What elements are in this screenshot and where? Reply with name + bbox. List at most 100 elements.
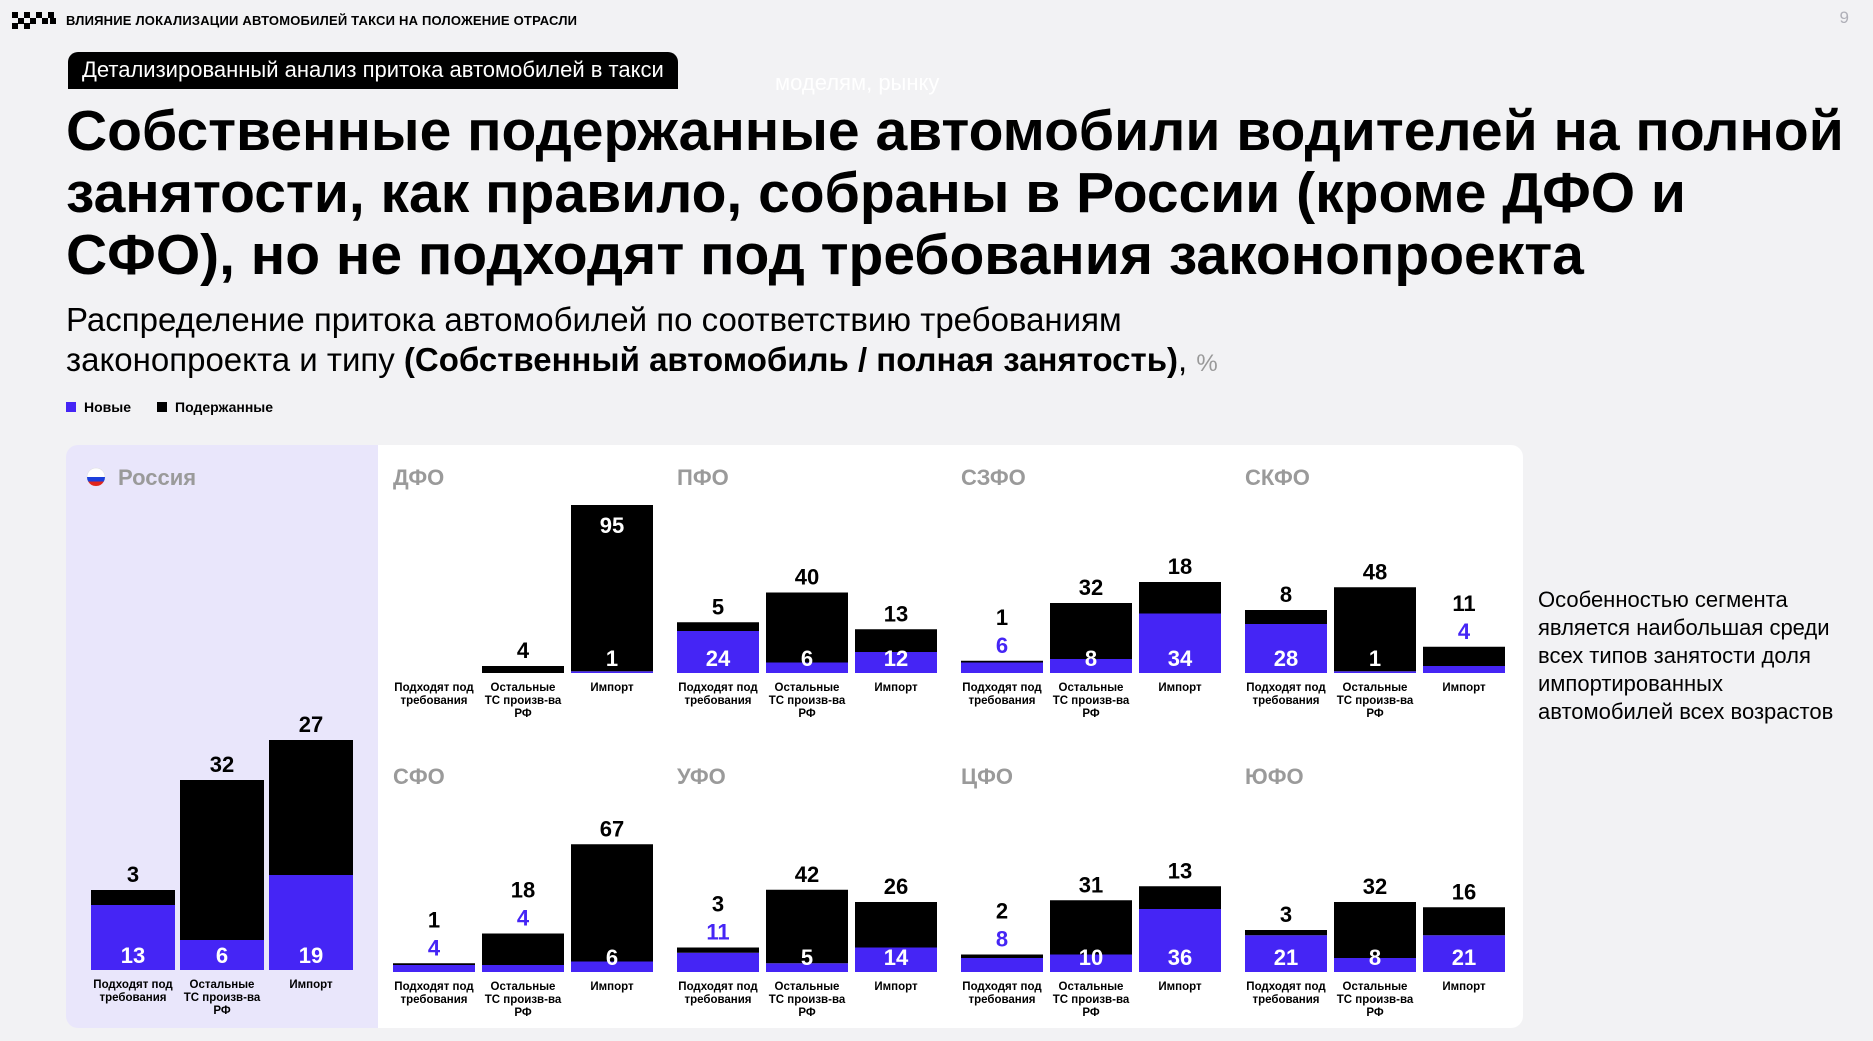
category-label-7-0-1: требования [968, 994, 1035, 1006]
label-new-7-0: 8 [996, 927, 1008, 952]
bar-new-5-1 [482, 965, 564, 972]
label-used-8-0: 3 [1280, 902, 1292, 927]
legend-item-used: Подержанные [157, 399, 273, 415]
category-label-2-1-2: РФ [798, 708, 816, 720]
category-label-5-1-2: РФ [514, 1007, 532, 1019]
category-label-5-1-0: Остальные [491, 981, 556, 993]
label-used-5-0: 1 [428, 907, 440, 932]
region-title-8: ЮФО [1245, 764, 1304, 789]
category-label-3-1-1: ТС произв-ва [1053, 695, 1130, 707]
label-used-3-0: 1 [996, 605, 1008, 630]
bar-used-8-0 [1245, 930, 1327, 936]
header-title: ВЛИЯНИЕ ЛОКАЛИЗАЦИИ АВТОМОБИЛЕЙ ТАКСИ НА… [66, 13, 578, 28]
subtitle-bold: (Собственный автомобиль / полная занятос… [403, 341, 1178, 378]
region-title-0: Россия [118, 465, 196, 490]
bar-new-0-0 [91, 905, 175, 970]
label-new-0-1: 6 [216, 943, 228, 968]
category-label-6-1-1: ТС произв-ва [769, 994, 846, 1006]
category-label-1-0-1: требования [400, 695, 467, 707]
category-label-5-1-1: ТС произв-ва [485, 994, 562, 1006]
category-label-0-1-1: ТС произв-ва [184, 992, 261, 1004]
category-label-2-0-0: Подходят под [678, 682, 758, 694]
bar-used-7-1 [1050, 900, 1132, 955]
bar-new-2-1 [766, 662, 848, 673]
category-label-7-1-0: Остальные [1059, 981, 1124, 993]
side-note: Особенностью сегмента является наибольша… [1538, 587, 1834, 724]
label-new-0-0: 13 [121, 943, 145, 968]
bar-used-0-2 [269, 740, 353, 875]
label-new-1-2: 1 [606, 646, 618, 671]
legend-label-new: Новые [84, 399, 132, 415]
label-new-2-2: 12 [884, 646, 908, 671]
russia-flag-blue-stripe [87, 477, 105, 482]
subtitle-unit: % [1196, 350, 1218, 377]
label-used-7-1: 31 [1079, 872, 1103, 897]
category-label-1-1-0: Остальные [491, 682, 556, 694]
category-label-1-0-0: Подходят под [394, 682, 474, 694]
label-new-6-2: 14 [884, 945, 909, 970]
category-label-5-2-0: Импорт [590, 981, 634, 993]
label-new-3-0: 6 [996, 633, 1008, 658]
legend-item-new: Новые [66, 399, 131, 415]
subtitle-line-1: Распределение притока автомобилей по соо… [66, 301, 1122, 338]
label-new-7-2: 36 [1168, 945, 1192, 970]
category-label-2-1-1: ТС произв-ва [769, 695, 846, 707]
bar-new-2-0 [677, 631, 759, 673]
label-used-4-0: 8 [1280, 582, 1292, 607]
label-used-8-1: 32 [1363, 874, 1387, 899]
category-label-4-2-0: Импорт [1442, 682, 1486, 694]
bar-new-4-0 [1245, 624, 1327, 673]
category-label-8-1-2: РФ [1366, 1007, 1384, 1019]
category-label-6-0-0: Подходят под [678, 981, 758, 993]
bar-used-1-1 [482, 666, 564, 673]
label-new-4-0: 28 [1274, 646, 1298, 671]
category-label-2-0-1: требования [684, 695, 751, 707]
chart-legend: Новые Подержанные [66, 399, 273, 415]
region-title-2: ПФО [677, 465, 729, 490]
bar-used-7-0 [961, 954, 1043, 958]
category-label-1-2-0: Импорт [590, 682, 634, 694]
label-used-4-2: 11 [1452, 591, 1475, 616]
label-used-6-1: 42 [795, 862, 819, 887]
category-label-8-1-0: Остальные [1343, 981, 1408, 993]
bar-new-6-2 [855, 947, 937, 972]
region-title-4: СКФО [1245, 465, 1310, 490]
region-title-6: УФО [677, 764, 726, 789]
bar-used-3-2 [1139, 582, 1221, 614]
bar-new-3-2 [1139, 613, 1221, 673]
category-label-0-2-0: Импорт [289, 979, 333, 991]
bar-new-7-0 [961, 958, 1043, 972]
bar-used-0-0 [91, 890, 175, 905]
label-new-5-0: 4 [428, 935, 441, 960]
label-used-5-2: 67 [600, 816, 624, 841]
section-tag: Детализированный анализ притока автомоби… [68, 52, 678, 89]
bar-new-4-1 [1334, 671, 1416, 673]
bar-used-4-2 [1423, 646, 1505, 666]
label-used-2-2: 13 [884, 601, 908, 626]
bar-used-6-1 [766, 889, 848, 964]
legend-label-used: Подержанные [175, 399, 274, 415]
bar-new-8-1 [1334, 958, 1416, 972]
bar-new-0-2 [269, 875, 353, 970]
regions-panel-background [378, 445, 1523, 1028]
bar-new-5-2 [571, 961, 653, 972]
bar-new-4-2 [1423, 666, 1505, 673]
bar-new-7-2 [1139, 909, 1221, 972]
bar-new-7-1 [1050, 954, 1132, 972]
label-used-3-2: 18 [1168, 554, 1192, 579]
category-label-3-1-0: Остальные [1059, 682, 1124, 694]
category-label-4-1-0: Остальные [1343, 682, 1408, 694]
bar-used-4-1 [1334, 587, 1416, 672]
label-used-2-0: 5 [712, 594, 724, 619]
label-new-5-2: 6 [606, 945, 618, 970]
label-new-4-2: 4 [1458, 619, 1471, 644]
category-label-3-0-0: Подходят под [962, 682, 1042, 694]
bar-new-2-2 [855, 652, 937, 673]
page-title: Собственные подержанные автомобили водит… [66, 99, 1844, 287]
category-label-4-0-1: требования [1252, 695, 1319, 707]
label-new-5-1: 4 [517, 906, 530, 931]
category-label-5-0-0: Подходят под [394, 981, 474, 993]
subtitle-suffix: , [1177, 341, 1188, 378]
label-new-8-1: 8 [1369, 945, 1381, 970]
